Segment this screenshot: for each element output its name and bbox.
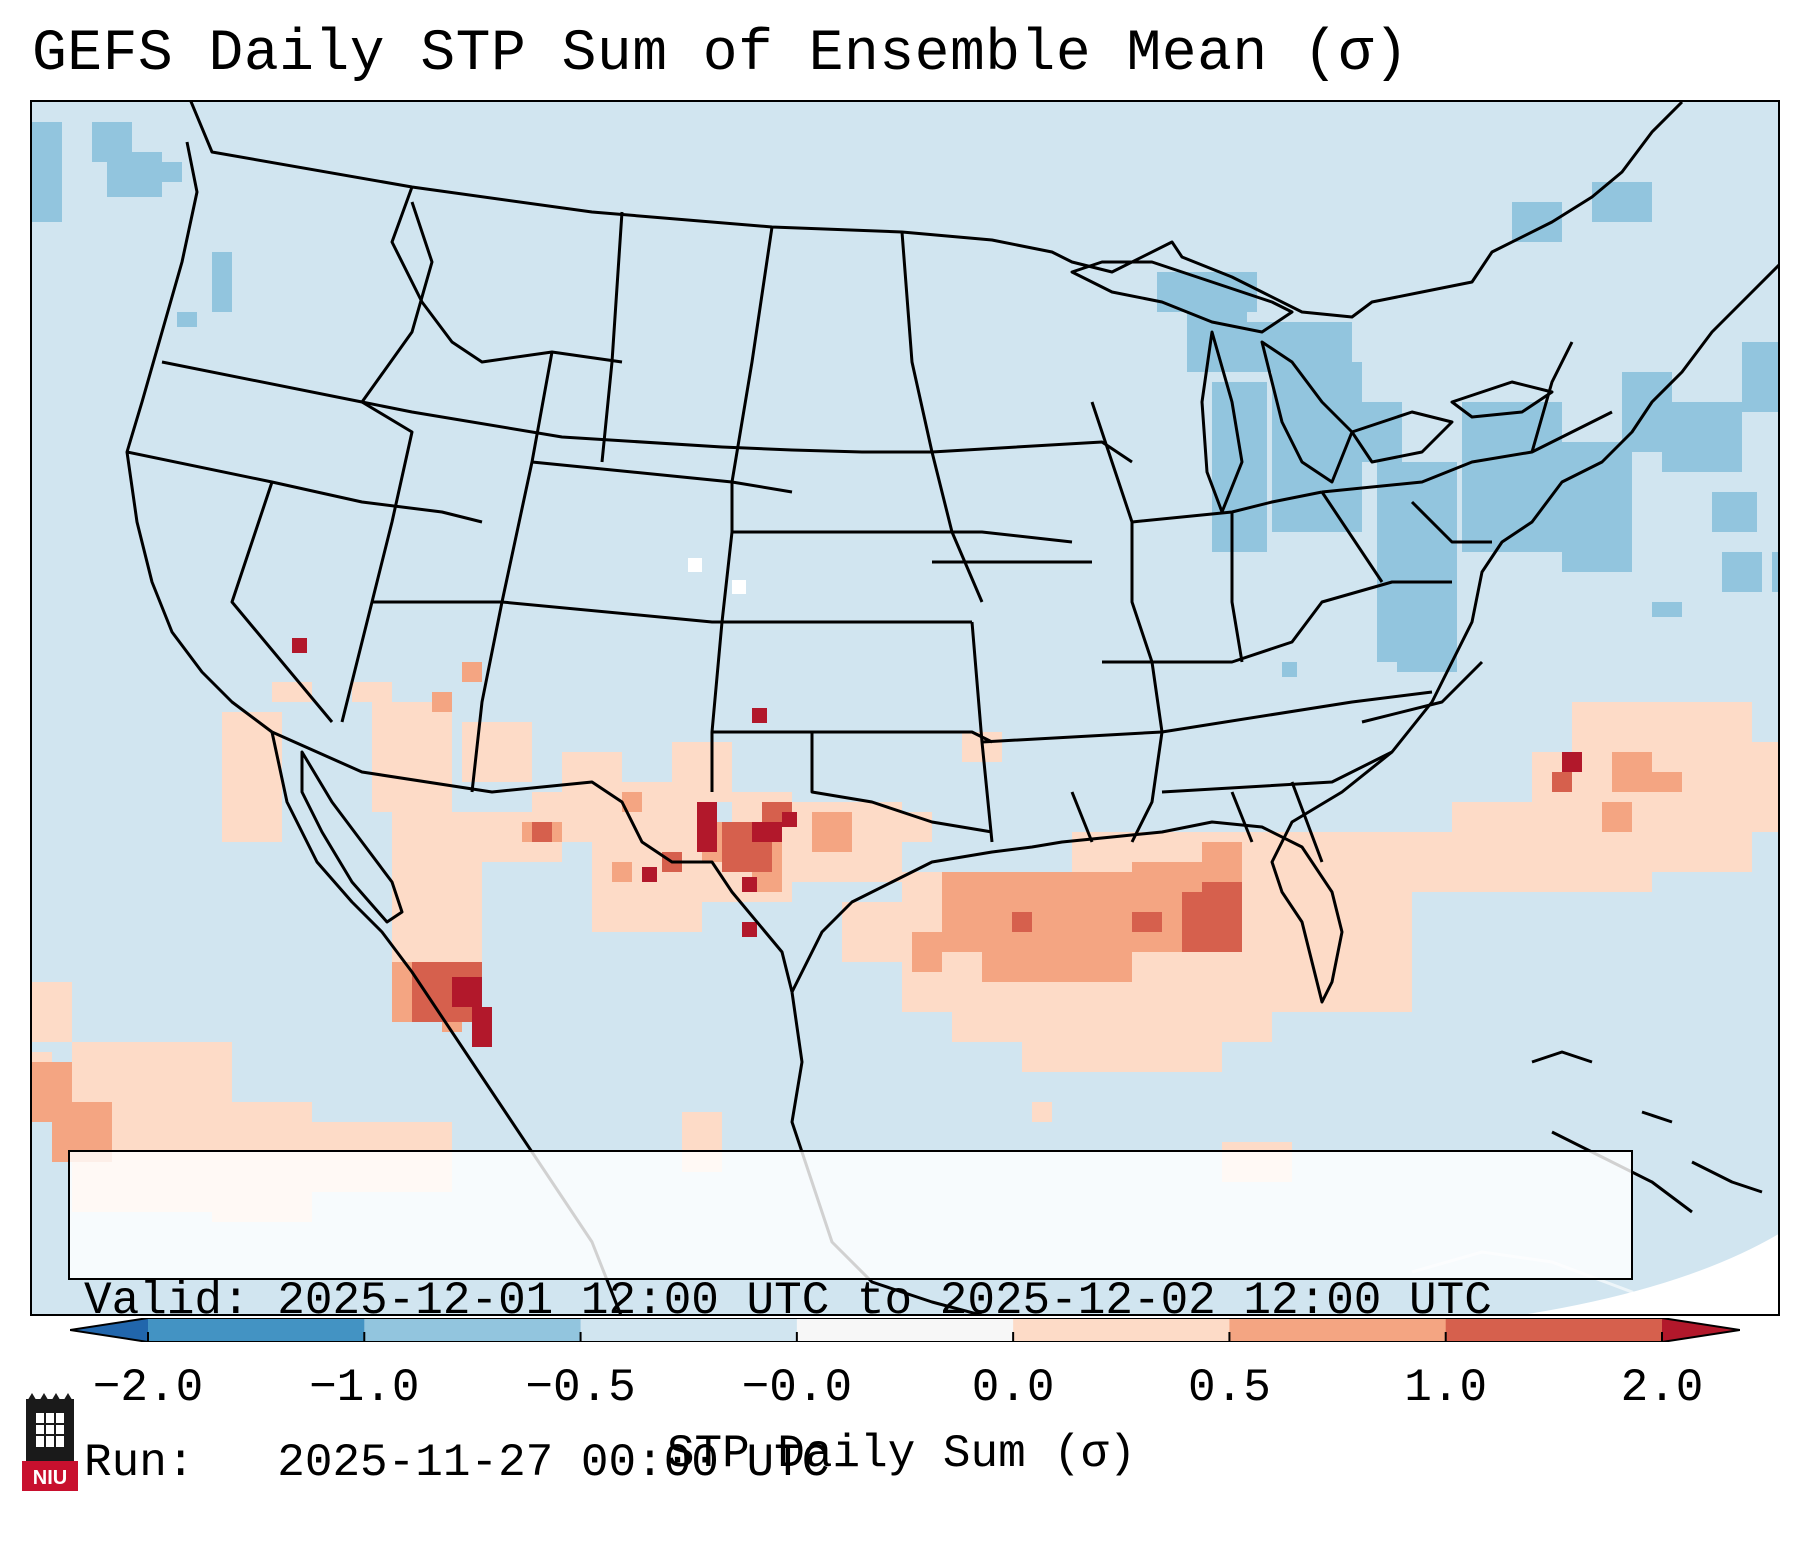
colorbar-segments <box>148 1318 1663 1342</box>
valid-run-info-box: Valid: 2025-12-01 12:00 UTC to 2025-12-0… <box>68 1150 1633 1489</box>
colorbar-tick-label: −2.0 <box>92 1362 204 1414</box>
colorbar-segment <box>580 1318 798 1342</box>
colorbar-segment <box>148 1318 365 1342</box>
colorbar-label: STP Daily Sum (σ) <box>666 1428 1137 1480</box>
colorbar-tick-label: −0.0 <box>741 1362 853 1414</box>
niu-logo-text: NIU <box>33 1467 67 1489</box>
colorbar <box>70 1318 1740 1342</box>
colorbar-ticks <box>147 1332 1663 1342</box>
colorbar-tick-label: 1.0 <box>1404 1362 1488 1414</box>
positive-anomaly-extreme <box>292 638 1582 1047</box>
projection-edge <box>1527 1234 1778 1314</box>
map-canvas <box>32 102 1778 1314</box>
map-panel <box>30 100 1780 1316</box>
colorbar-tick-label: −0.5 <box>525 1362 636 1414</box>
colorbar-tick-label: 0.0 <box>971 1362 1055 1414</box>
niu-logo-badge <box>22 1461 78 1491</box>
colorbar-segment <box>1013 1318 1230 1342</box>
colorbar-extend-high <box>1662 1318 1740 1342</box>
niu-logo: NIU <box>22 1393 78 1491</box>
run-time-text: Run: 2025-11-27 00:00 UTC <box>84 1437 830 1489</box>
colorbar-tick-label: 2.0 <box>1620 1362 1704 1414</box>
neutral-cells <box>688 558 746 594</box>
base-field <box>32 102 1778 1314</box>
boundaries <box>125 102 1778 1314</box>
chart-title: GEFS Daily STP Sum of Ensemble Mean (σ) <box>32 22 1409 87</box>
colorbar-segment <box>364 1318 582 1342</box>
colorbar-segment <box>1229 1318 1447 1342</box>
colorbar-segment <box>796 1318 1014 1342</box>
colorbar-tick-label: 0.5 <box>1188 1362 1271 1414</box>
niu-logo-crenels <box>26 1393 74 1403</box>
colorbar-segment <box>1445 1318 1663 1342</box>
niu-logo-grid <box>36 1413 64 1447</box>
niu-logo-window <box>36 1413 64 1447</box>
colorbar-tick-label: −1.0 <box>309 1362 420 1414</box>
colorbar-extend-low <box>70 1318 148 1342</box>
